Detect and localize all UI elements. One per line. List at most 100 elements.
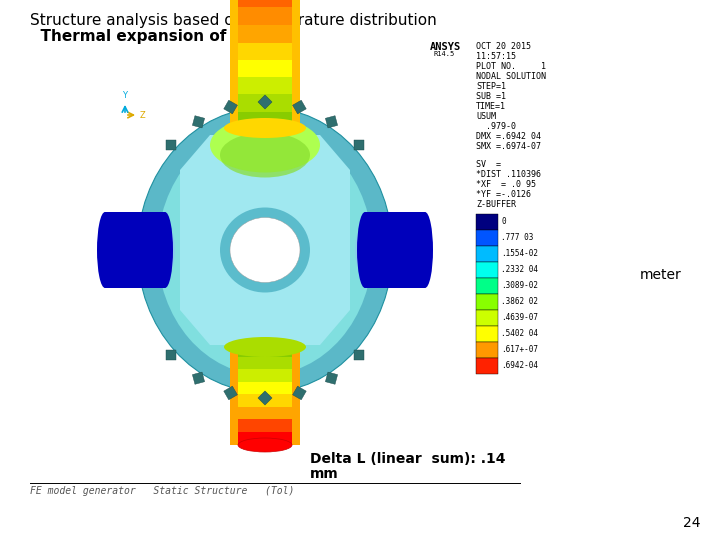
- Bar: [105, 212, 165, 288]
- Bar: [238, 381, 292, 395]
- Ellipse shape: [224, 337, 306, 357]
- Bar: [325, 372, 338, 384]
- Bar: [238, 0, 292, 130]
- Bar: [238, 394, 292, 408]
- Text: USUM: USUM: [476, 112, 496, 121]
- Bar: [292, 100, 306, 114]
- Text: .2332 04: .2332 04: [501, 266, 538, 274]
- Text: meter: meter: [640, 268, 682, 282]
- Ellipse shape: [357, 212, 373, 288]
- Ellipse shape: [417, 212, 433, 288]
- Bar: [238, 111, 292, 130]
- Bar: [476, 230, 498, 246]
- Bar: [238, 344, 292, 357]
- Bar: [238, 356, 292, 370]
- Bar: [238, 0, 292, 7]
- Bar: [476, 358, 498, 374]
- Text: *DIST .110396: *DIST .110396: [476, 170, 541, 179]
- Bar: [238, 42, 292, 60]
- Text: 0: 0: [501, 218, 505, 226]
- Bar: [476, 326, 498, 342]
- Bar: [238, 25, 292, 43]
- Text: OCT 20 2015: OCT 20 2015: [476, 42, 531, 51]
- Text: .4639-07: .4639-07: [501, 314, 538, 322]
- Bar: [238, 407, 292, 420]
- Ellipse shape: [138, 107, 392, 393]
- Bar: [238, 369, 292, 382]
- Bar: [110, 35, 420, 490]
- Bar: [238, 419, 292, 433]
- Text: .617+-07: .617+-07: [501, 346, 538, 354]
- Polygon shape: [180, 135, 350, 345]
- Text: .1554-02: .1554-02: [501, 249, 538, 259]
- Text: *YF =-.0126: *YF =-.0126: [476, 190, 531, 199]
- Text: 11:57:15: 11:57:15: [476, 52, 516, 61]
- Bar: [258, 391, 272, 405]
- Text: Z: Z: [140, 111, 145, 119]
- Bar: [476, 342, 498, 358]
- Bar: [192, 372, 204, 384]
- Bar: [166, 140, 176, 150]
- Text: Y: Y: [122, 91, 127, 100]
- Bar: [354, 350, 364, 360]
- Ellipse shape: [220, 132, 310, 178]
- Text: .777 03: .777 03: [501, 233, 534, 242]
- Bar: [292, 345, 300, 445]
- Ellipse shape: [224, 118, 306, 138]
- Ellipse shape: [210, 118, 320, 172]
- Bar: [238, 58, 292, 77]
- Text: Delta L (linear  sum): .14: Delta L (linear sum): .14: [310, 452, 505, 466]
- Text: SMX =.6974-07: SMX =.6974-07: [476, 142, 541, 151]
- Bar: [476, 214, 498, 230]
- Bar: [238, 75, 292, 93]
- Bar: [224, 386, 238, 400]
- Text: FE model generator   Static Structure   (Tol): FE model generator Static Structure (Tol…: [30, 486, 294, 496]
- Text: R14.5: R14.5: [434, 51, 455, 57]
- Bar: [238, 431, 292, 445]
- Text: DMX =.6942 04: DMX =.6942 04: [476, 132, 541, 141]
- Ellipse shape: [220, 207, 310, 293]
- Ellipse shape: [355, 215, 395, 285]
- Text: Z-BUFFER: Z-BUFFER: [476, 200, 516, 209]
- Bar: [238, 6, 292, 25]
- Bar: [476, 310, 498, 326]
- Ellipse shape: [135, 215, 175, 285]
- Text: SV  =: SV =: [476, 160, 501, 169]
- Text: Thermal expansion of body: Thermal expansion of body: [30, 29, 274, 44]
- Text: .3862 02: .3862 02: [501, 298, 538, 307]
- Bar: [354, 140, 364, 150]
- Ellipse shape: [158, 125, 372, 375]
- Bar: [325, 116, 338, 128]
- Text: ANSYS: ANSYS: [430, 42, 462, 52]
- Text: 24: 24: [683, 516, 700, 530]
- Bar: [476, 278, 498, 294]
- Bar: [258, 95, 272, 109]
- Bar: [230, 345, 238, 445]
- Text: .3089-02: .3089-02: [501, 281, 538, 291]
- Bar: [365, 212, 425, 288]
- Bar: [476, 246, 498, 262]
- Ellipse shape: [157, 212, 173, 288]
- Text: .5402 04: .5402 04: [501, 329, 538, 339]
- Bar: [192, 116, 204, 128]
- Bar: [224, 100, 238, 114]
- Bar: [476, 262, 498, 278]
- Ellipse shape: [97, 212, 113, 288]
- Text: .979-0: .979-0: [476, 122, 516, 131]
- Text: *XF  = .0 95: *XF = .0 95: [476, 180, 536, 189]
- Text: NODAL SOLUTION: NODAL SOLUTION: [476, 72, 546, 81]
- Bar: [230, 0, 238, 130]
- Ellipse shape: [238, 438, 292, 452]
- Bar: [292, 386, 306, 400]
- Ellipse shape: [230, 218, 300, 282]
- Bar: [292, 0, 300, 130]
- Text: STEP=1: STEP=1: [476, 82, 506, 91]
- Text: SUB =1: SUB =1: [476, 92, 506, 101]
- Text: mm: mm: [310, 467, 338, 481]
- Bar: [238, 93, 292, 112]
- Bar: [166, 350, 176, 360]
- Text: .6942-04: .6942-04: [501, 361, 538, 370]
- Text: PLOT NO.     1: PLOT NO. 1: [476, 62, 546, 71]
- Bar: [476, 294, 498, 310]
- Text: TIME=1: TIME=1: [476, 102, 506, 111]
